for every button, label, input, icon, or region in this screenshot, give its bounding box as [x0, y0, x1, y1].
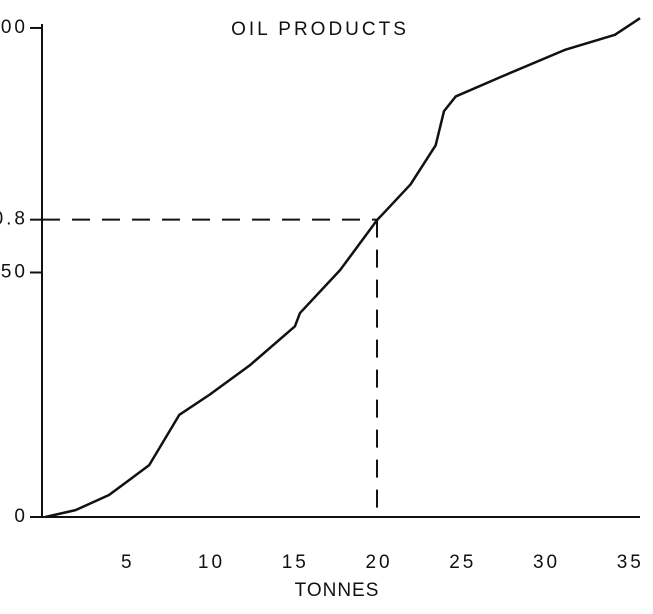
x-axis-label: TONNES	[295, 580, 380, 601]
y-tick-label: 0	[14, 506, 28, 527]
y-tick-label: 60.8	[0, 209, 28, 230]
x-tick-label: 25	[449, 552, 476, 573]
chart-title: OIL PRODUCTS	[231, 19, 409, 40]
y-tick-label: 50	[1, 261, 28, 282]
x-tick-label: 35	[617, 552, 644, 573]
x-tick-label: 30	[533, 552, 560, 573]
curve	[45, 17, 641, 519]
x-tick-label: 10	[198, 552, 225, 573]
x-tick-label: 15	[282, 552, 309, 573]
x-tick-label: 5	[121, 552, 135, 573]
x-tick-label: 20	[365, 552, 392, 573]
y-tick-label: 100	[0, 17, 28, 38]
